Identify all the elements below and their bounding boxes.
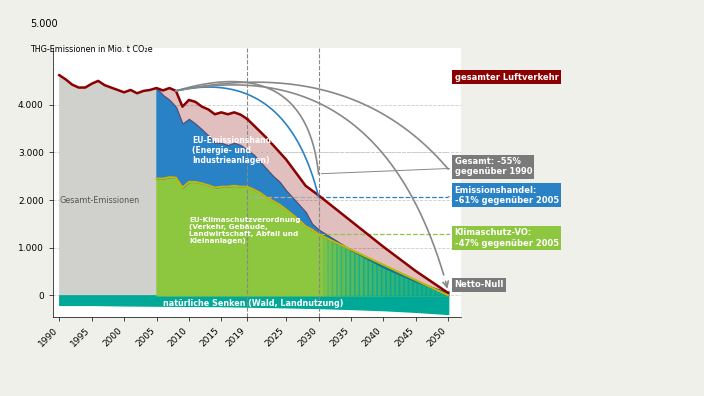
Text: 5.000: 5.000 — [30, 19, 58, 29]
Text: THG-Emissionen in Mio. t CO₂e: THG-Emissionen in Mio. t CO₂e — [30, 45, 153, 54]
Text: Klimaschutz-VO:
-47% gegenüber 2005: Klimaschutz-VO: -47% gegenüber 2005 — [448, 228, 559, 248]
Text: EU-Emissionshandel
(Energie- und
Industrieanlagen): EU-Emissionshandel (Energie- und Industr… — [192, 136, 279, 166]
Text: Gesamt-Emissionen: Gesamt-Emissionen — [59, 196, 139, 204]
Text: natürliche Senken (Wald, Landnutzung): natürliche Senken (Wald, Landnutzung) — [163, 299, 344, 308]
Text: EU-Klimaschutzverordnung
(Verkehr, Gebäude,
Landwirtschaft, Abfall und
Kleinanla: EU-Klimaschutzverordnung (Verkehr, Gebäu… — [189, 217, 301, 244]
Text: Emissionshandel:
-61% gegenüber 2005: Emissionshandel: -61% gegenüber 2005 — [448, 186, 559, 205]
Text: Gesamt: -55%
gegenüber 1990: Gesamt: -55% gegenüber 1990 — [321, 157, 532, 176]
Text: gesamter Luftverkehr: gesamter Luftverkehr — [455, 72, 558, 82]
Text: Netto-Null: Netto-Null — [448, 280, 504, 291]
